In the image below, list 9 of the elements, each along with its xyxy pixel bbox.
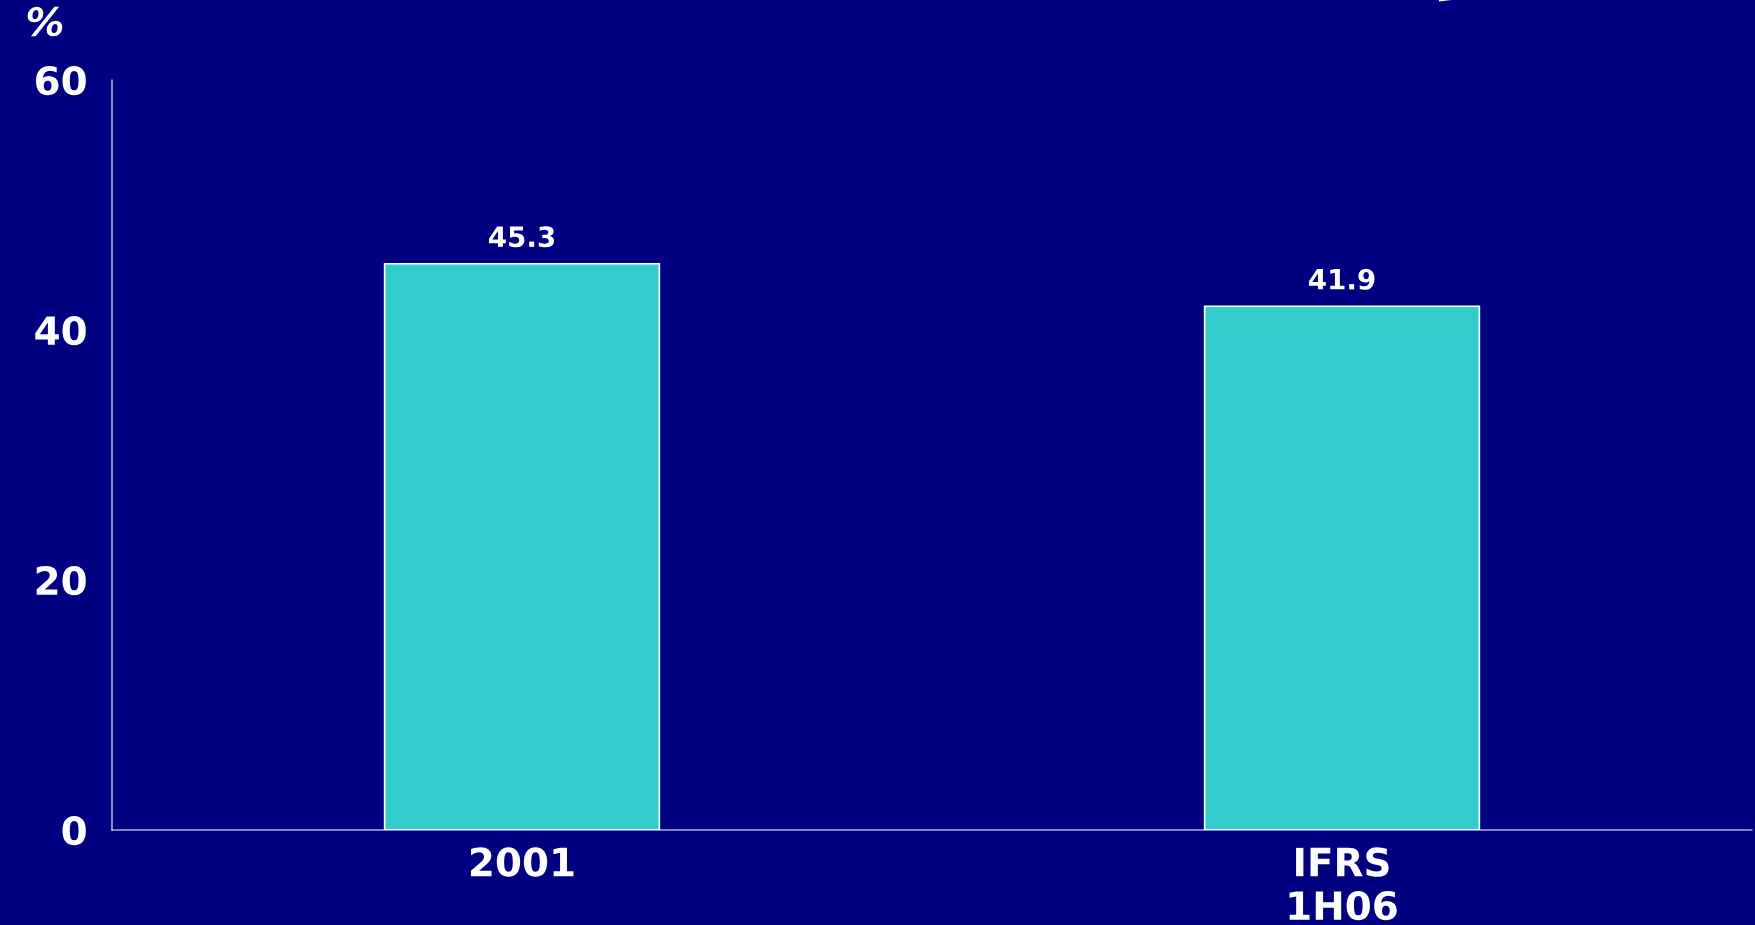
- y-axis-title: %: [27, 6, 63, 37]
- data-label: 45.3: [488, 226, 555, 248]
- y-tick-label: 0: [62, 815, 86, 846]
- data-label: 41.9: [1308, 268, 1375, 290]
- y-tick-label: 40: [35, 315, 86, 346]
- x-tick-label: IFRS 1H06: [1289, 847, 1397, 921]
- y-tick-label: 60: [35, 65, 86, 96]
- y-tick-label: 20: [36, 565, 86, 596]
- x-tick-label: 2001: [470, 847, 574, 877]
